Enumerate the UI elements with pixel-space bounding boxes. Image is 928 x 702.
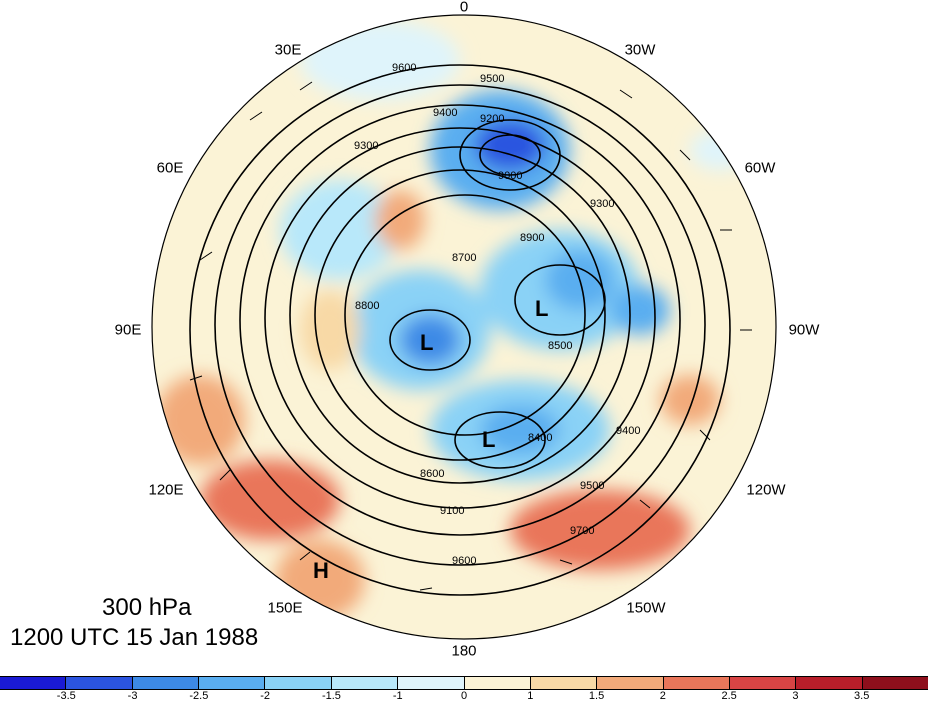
colorbar-tick-label: 1 (527, 690, 534, 702)
colorbar-segment (729, 677, 797, 689)
colorbar-segment (398, 677, 465, 689)
contour-label: 9300 (590, 198, 615, 210)
colorbar-tick-label: 3.5 (854, 690, 870, 702)
colorbar-segment (530, 677, 598, 689)
colorbar-segment (663, 677, 730, 689)
contour-label: 8800 (355, 300, 380, 312)
low-center: L (482, 427, 496, 452)
contour-label: 9600 (452, 555, 477, 567)
height-contours (189, 64, 731, 596)
map-boundary (151, 14, 777, 640)
contour-label: 9000 (498, 170, 523, 182)
contour-label: 8400 (528, 432, 553, 444)
level-caption: 300 hPa (102, 594, 192, 621)
contour-label: 9400 (433, 107, 458, 119)
colorbar (0, 676, 928, 690)
colorbar-tick-label: -3 (127, 690, 138, 702)
high-center: H (313, 558, 329, 583)
wind-barbs (189, 81, 752, 591)
colorbar-tick-label: 0 (460, 690, 468, 702)
low-center: L (535, 296, 549, 321)
anomaly-shading (155, 20, 750, 620)
colorbar-tick-label: 1.5 (588, 690, 605, 702)
contour-label: 9600 (392, 62, 417, 74)
colorbar-tick-label: 3 (792, 690, 799, 702)
lon-label-60w: 60W (744, 159, 776, 177)
colorbar-tick-label: -2.5 (189, 690, 209, 702)
colorbar-segment (132, 677, 200, 689)
contour-label: 9400 (616, 425, 641, 437)
contour-label: 9100 (440, 505, 465, 517)
colorbar-segment (464, 677, 531, 689)
colorbar-segment (199, 677, 266, 689)
colorbar-tick-label: -2 (260, 690, 271, 702)
colorbar-segment (597, 677, 664, 689)
colorbar-segment (0, 677, 67, 689)
contour-label: 9700 (570, 525, 595, 537)
colorbar-tick-label: -3.5 (56, 690, 76, 702)
contour-label: 9500 (480, 73, 505, 85)
colorbar-tick-label: 2.5 (721, 690, 737, 702)
lon-label-90w: 90W (788, 321, 820, 339)
contour-label: 8500 (548, 340, 573, 352)
lon-label-30e: 30E (274, 41, 302, 59)
lon-label-60e: 60E (156, 159, 184, 177)
contour-label: 9500 (580, 480, 605, 492)
contour-label: 8700 (452, 252, 477, 264)
datetime-caption: 1200 UTC 15 Jan 1988 (10, 624, 259, 651)
lon-label-150w: 150W (626, 599, 666, 617)
colorbar-tick-label: -1.5 (321, 690, 341, 702)
colorbar-segment (265, 677, 332, 689)
contour-label: 9200 (480, 113, 505, 125)
contour-label: 8600 (420, 468, 445, 480)
colorbar-tick-label: -1 (392, 690, 403, 702)
colorbar-segment (796, 677, 863, 689)
contour-label: 8900 (520, 232, 545, 244)
lon-label-0: 0 (459, 0, 469, 16)
colorbar-segment (331, 677, 399, 689)
lon-label-120e: 120E (148, 481, 184, 499)
lon-label-30w: 30W (624, 41, 656, 59)
lon-label-150e: 150E (267, 599, 303, 617)
low-center: L (420, 330, 434, 355)
lon-label-180: 180 (451, 642, 477, 660)
lon-label-120w: 120W (746, 481, 786, 499)
colorbar-tick-label: 2 (659, 690, 666, 702)
contour-label: 9300 (354, 140, 379, 152)
colorbar-segment (66, 677, 133, 689)
colorbar-segment (862, 677, 928, 689)
lon-label-90e: 90E (114, 321, 142, 339)
